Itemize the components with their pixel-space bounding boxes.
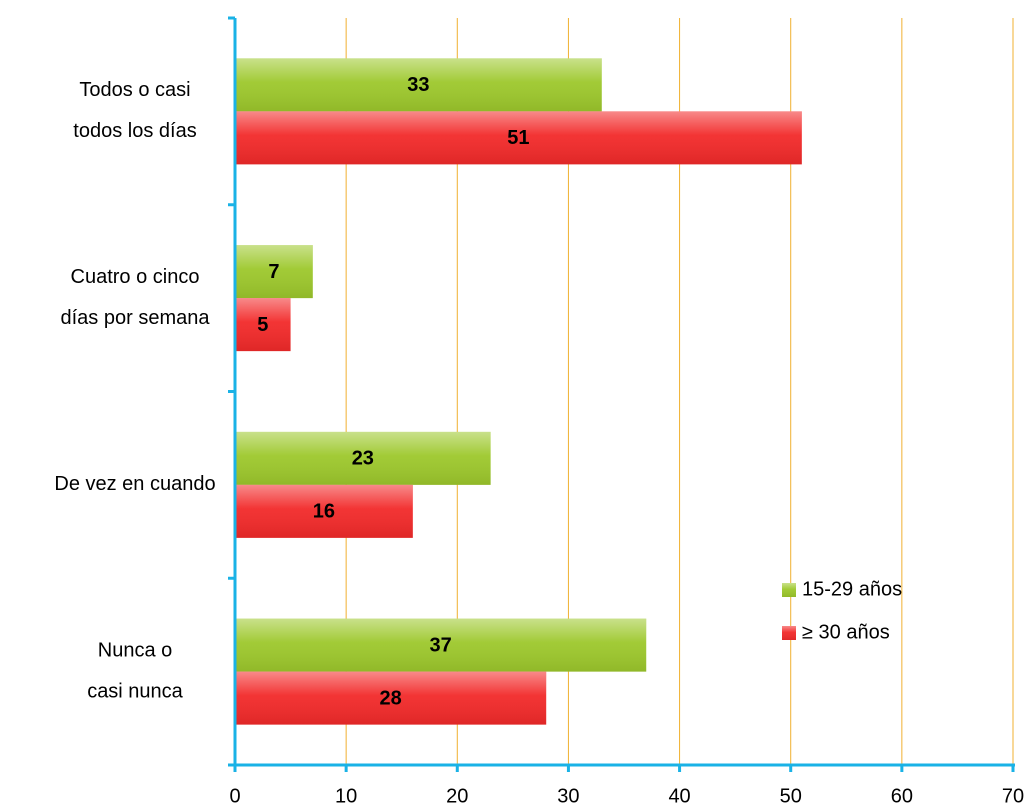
value-label: 37 [429,634,451,656]
bar-shine [235,431,491,485]
bar-shine [235,245,313,299]
value-label: 51 [507,127,529,149]
value-label: 7 [268,261,279,283]
x-tick-label: 60 [891,785,913,807]
category-label: casi nunca [87,680,183,702]
value-label: 16 [313,501,335,523]
x-tick-label: 20 [446,785,468,807]
x-tick-label: 40 [668,785,690,807]
category-label: días por semana [61,307,211,329]
bar-shine [235,111,802,165]
legend-swatch-shine [782,626,796,640]
x-tick-label: 10 [335,785,357,807]
legend-swatch-shine [782,583,796,597]
category-label: todos los días [73,120,196,142]
bar-shine [235,298,291,352]
x-tick-label: 30 [557,785,579,807]
bar-shine [235,671,547,725]
x-tick-label: 0 [229,785,240,807]
value-label: 28 [379,687,401,709]
category-label: Cuatro o cinco [71,266,200,288]
bar-shine [235,484,413,538]
x-tick-label: 70 [1002,785,1024,807]
x-tick-label: 50 [780,785,802,807]
category-label: De vez en cuando [54,473,215,495]
legend-label: 15-29 años [802,578,902,600]
value-label: 5 [257,314,268,336]
category-label: Nunca o [98,639,173,661]
category-label: Todos o casi [79,79,190,101]
bar-shine [235,618,647,672]
bar-shine [235,58,602,112]
value-label: 33 [407,74,429,96]
value-label: 23 [352,448,374,470]
legend-label: ≥ 30 años [802,621,890,643]
